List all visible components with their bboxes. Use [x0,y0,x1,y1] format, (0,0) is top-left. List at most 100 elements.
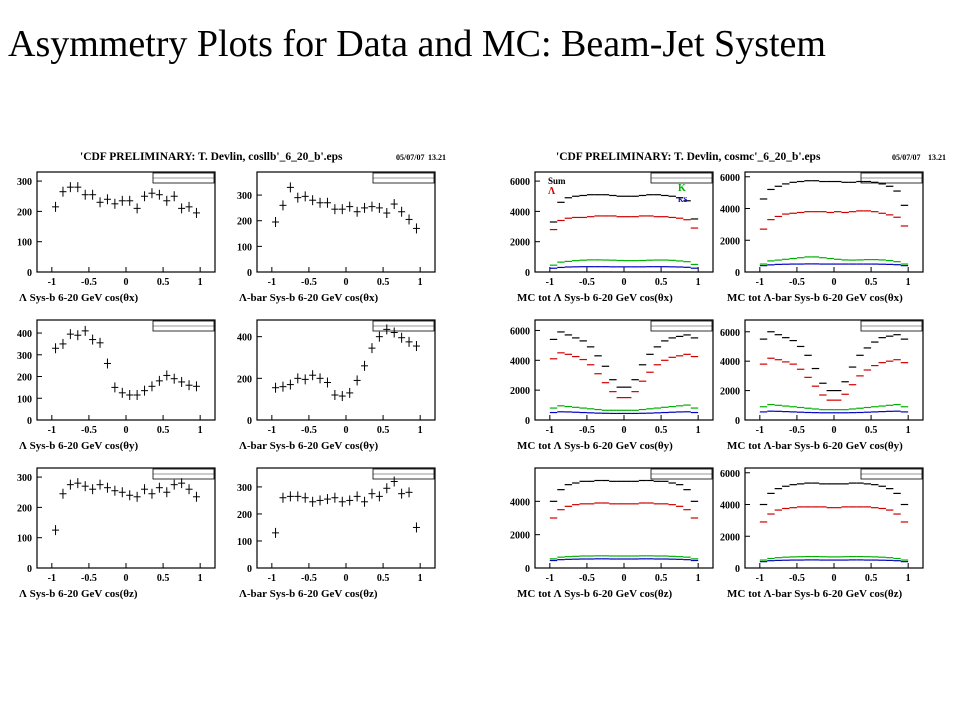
x-tick-label: -1 [756,277,764,288]
x-tick-label: -1 [268,425,276,436]
y-tick-label: 6000 [510,326,530,337]
series-data [52,478,200,536]
legend-lambda: Λ [548,186,556,197]
panel-3: 0 2000 4000 6000 -1 -0.5 0 0.5 1 MC tot Λ Sys-b 6… [510,171,714,304]
axis-caption: Λ Sys-b 6-20 GeV cos(θz) [19,588,138,600]
y-tick-label: 100 [237,242,252,253]
series-k [549,404,699,411]
x-tick-label: -1 [48,573,56,584]
y-tick-label: 0 [247,564,252,575]
block-header-2: 'CDF PRELIMINARY: T. Devlin, cosmc'_6_20… [556,151,946,163]
x-tick-label: 0 [622,573,627,584]
y-tick-label: 2000 [720,532,740,543]
plot-frame [256,171,436,273]
x-tick-label: 1 [198,573,203,584]
x-tick-label: 0 [344,425,349,436]
x-tick-label: -0.5 [789,425,805,436]
series-lambda [759,357,909,401]
series-sum [759,180,909,206]
x-tick-label: -0.5 [81,277,97,288]
y-tick-label: 0 [27,416,32,427]
x-tick-label: -0.5 [579,573,595,584]
x-tick-label: 0 [124,425,129,436]
y-tick-label: 0 [27,268,32,279]
block-header-date: 05/07/07 [396,153,424,162]
panel-6: 0 200 400 -1 -0.5 0 0.5 1 Λ-bar Sys-b 6-20 GeV c… [237,319,436,452]
series-lambda [549,502,699,519]
y-tick-label: 200 [17,373,32,384]
x-tick-label: 0 [622,277,627,288]
x-tick-label: -1 [48,425,56,436]
y-tick-label: 4000 [720,205,740,216]
y-tick-label: 100 [17,394,32,405]
legend-sum: Sum [548,176,566,186]
series-sum [549,479,699,502]
plot-frame [534,467,714,569]
series-ks [549,411,699,415]
plot-frame [36,467,216,569]
block-header-1: 'CDF PRELIMINARY: T. Devlin, cosllb'_6_2… [80,151,446,163]
series-ks [759,559,909,563]
x-tick-label: 1 [696,425,701,436]
y-tick-label: 2000 [510,386,530,397]
series-ks [549,558,699,562]
y-tick-label: 4000 [510,356,530,367]
x-tick-label: 0.5 [865,277,878,288]
slide-title: Asymmetry Plots for Data and MC: Beam-Je… [8,23,826,65]
axis-caption: Λ-bar Sys-b 6-20 GeV cos(θy) [239,440,378,452]
plot-frame [256,319,436,421]
plot-frame [534,171,714,273]
plot-frame [36,171,216,273]
x-tick-label: 0.5 [157,425,170,436]
y-tick-label: 400 [17,329,32,340]
axis-caption: MC tot Λ Sys-b 6-20 GeV cos(θx) [517,292,673,304]
axis-caption: Λ Sys-b 6-20 GeV cos(θy) [19,440,138,452]
panel-7: 0 2000 4000 6000 -1 -0.5 0 0.5 1 MC tot Λ Sys-b 6… [510,319,714,452]
series-data [272,182,420,234]
series-k [549,259,699,266]
axis-caption: Λ-bar Sys-b 6-20 GeV cos(θz) [239,588,378,600]
x-tick-label: 1 [906,573,911,584]
series-lambda [549,215,699,231]
y-tick-label: 100 [17,534,32,545]
panel-10: 0 100 200 300 -1 -0.5 0 0.5 1 Λ-bar Sys-b 6-20 Ge… [237,467,436,600]
axis-caption: MC tot Λ Sys-b 6-20 GeV cos(θz) [517,588,673,600]
x-tick-label: 0.5 [655,573,668,584]
y-tick-label: 2000 [720,236,740,247]
x-tick-label: 1 [696,277,701,288]
x-tick-label: 1 [906,425,911,436]
panel-2: 0 100 200 300 -1 -0.5 0 0.5 1 Λ-bar Sys-b 6-20 Ge… [237,171,436,304]
x-tick-label: 0.5 [377,573,390,584]
legend-k: K [678,183,686,194]
y-tick-label: 300 [17,351,32,362]
panel-1: 0 100 200 300 -1 -0.5 0 0.5 1 Λ Sys-b 6-20 GeV co… [17,171,216,304]
series-ks [549,266,699,269]
plot-frame [36,319,216,421]
x-tick-label: 1 [198,425,203,436]
y-tick-label: 0 [525,268,530,279]
series-lambda [759,210,909,230]
x-tick-label: 0 [622,425,627,436]
y-tick-label: 200 [17,503,32,514]
x-tick-label: 0 [124,277,129,288]
axis-caption: Λ-bar Sys-b 6-20 GeV cos(θx) [239,292,378,304]
series-sum [759,482,909,506]
series-data [272,476,420,538]
y-tick-label: 2000 [720,387,740,398]
x-tick-label: 0.5 [865,573,878,584]
x-tick-label: -0.5 [579,425,595,436]
x-tick-label: -0.5 [301,277,317,288]
y-tick-label: 0 [735,268,740,279]
x-tick-label: -0.5 [301,425,317,436]
x-tick-label: 1 [198,277,203,288]
y-tick-label: 4000 [720,357,740,368]
panel-8: 0 2000 4000 6000 -1 -0.5 0 0.5 1MC tot Λ-bar Sys… [720,319,924,452]
y-tick-label: 6000 [720,469,740,480]
series-lambda [759,506,909,523]
x-tick-label: -1 [546,277,554,288]
x-tick-label: -1 [48,277,56,288]
x-tick-label: -0.5 [81,425,97,436]
series-sum [759,331,909,392]
y-tick-label: 300 [237,483,252,494]
